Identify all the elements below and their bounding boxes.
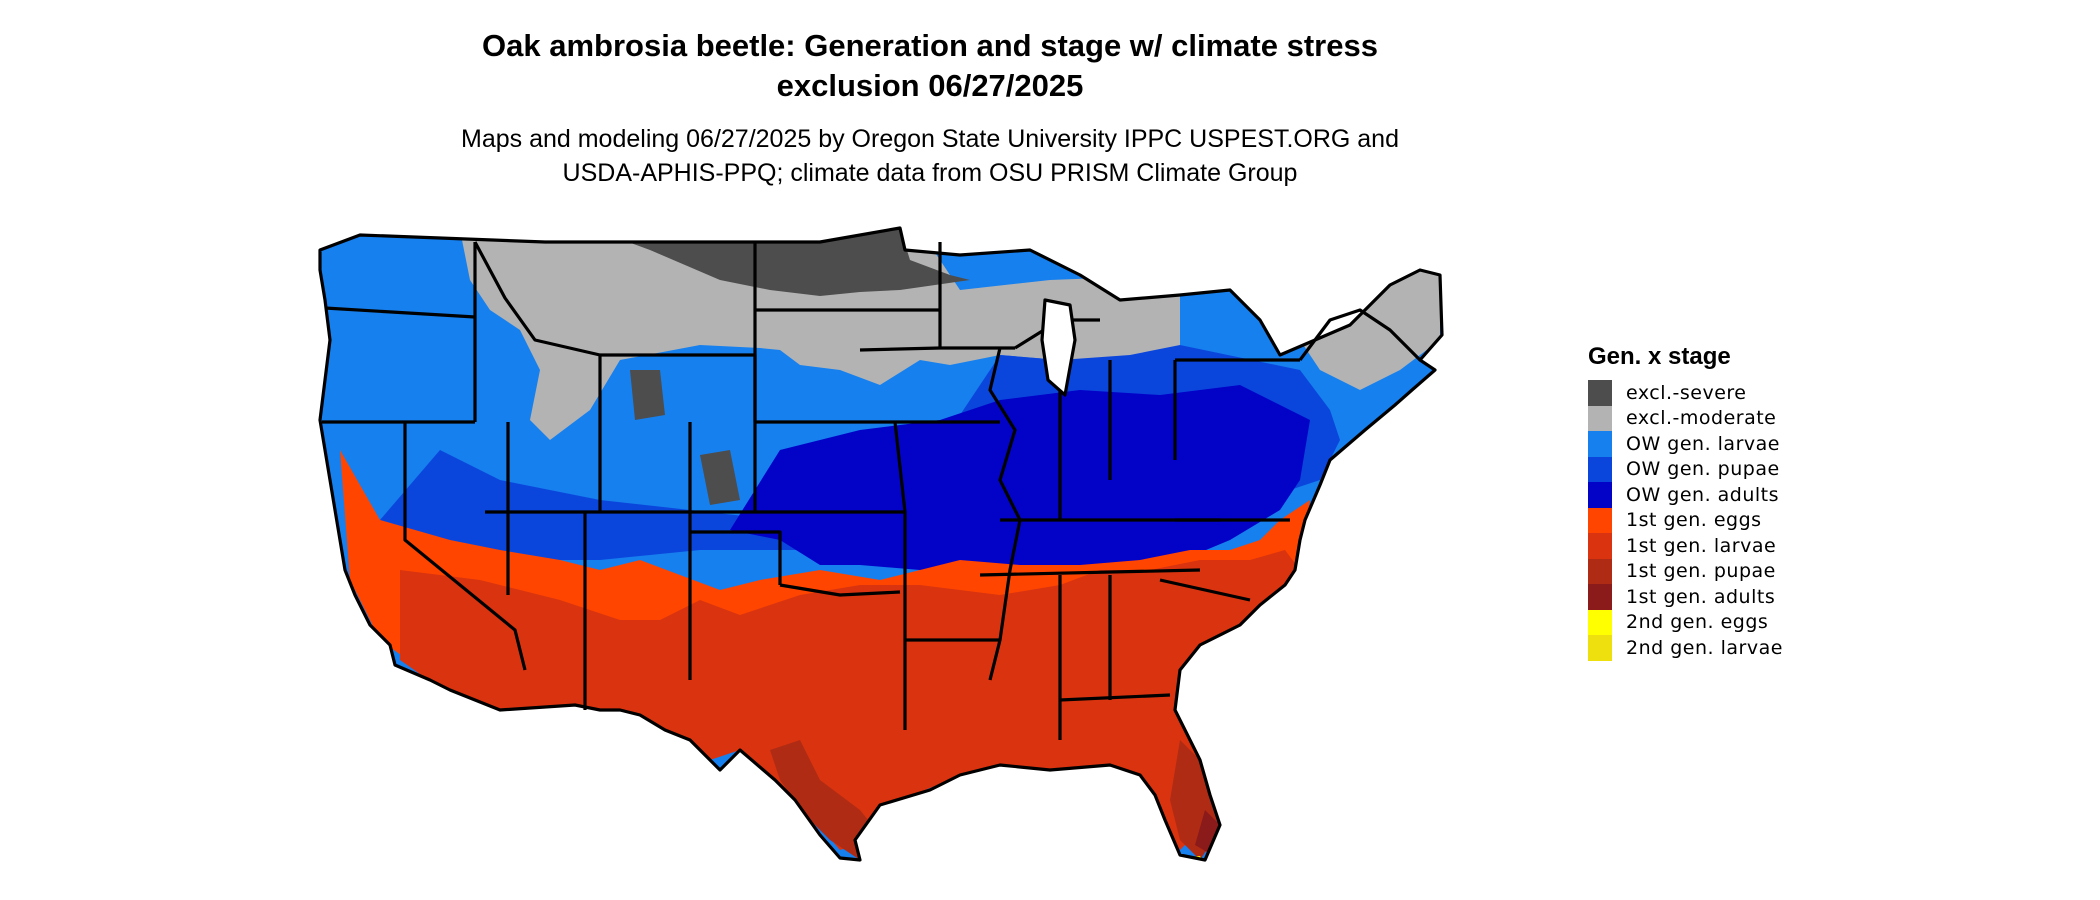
legend-label: 1st gen. eggs <box>1626 509 1762 532</box>
legend-swatch <box>1588 609 1612 635</box>
legend-item: OW gen. adults <box>1588 482 1848 508</box>
legend-label: OW gen. pupae <box>1626 458 1780 481</box>
new-england-lines <box>1298 308 1422 362</box>
nc-sc-line <box>1159 578 1251 602</box>
legend-items: excl.-severe excl.-moderate OW gen. larvae… <box>1588 380 1848 661</box>
legend-label: 2nd gen. eggs <box>1626 611 1769 634</box>
legend-label: excl.-severe <box>1626 381 1747 404</box>
legend-label: 1st gen. larvae <box>1626 534 1777 557</box>
legend-swatch <box>1588 380 1612 406</box>
wa-or-line <box>324 306 476 319</box>
legend-swatch <box>1588 482 1612 508</box>
legend-swatch <box>1588 635 1612 661</box>
ok-tx-red-river <box>779 583 901 597</box>
tn-al-line <box>979 568 1201 577</box>
legend-swatch <box>1588 507 1612 533</box>
legend-item: 1st gen. larvae <box>1588 533 1848 559</box>
ok-panhandle <box>690 530 782 585</box>
legend-item: OW gen. larvae <box>1588 431 1848 457</box>
legend-item: 1st gen. eggs <box>1588 507 1848 533</box>
legend-swatch <box>1588 533 1612 559</box>
legend-item: excl.-moderate <box>1588 405 1848 431</box>
legend-item: 2nd gen. larvae <box>1588 635 1848 661</box>
mississippi-river <box>988 347 1022 681</box>
state-boundaries <box>318 226 1444 862</box>
legend-item: 1st gen. pupae <box>1588 558 1848 584</box>
legend-item: OW gen. pupae <box>1588 456 1848 482</box>
ca-nv-diagonal <box>403 422 527 671</box>
us-outline <box>318 226 1444 862</box>
legend-title: Gen. x stage <box>1588 343 1731 370</box>
legend-swatch <box>1588 456 1612 482</box>
legend-label: 1st gen. adults <box>1626 585 1776 608</box>
ks-mo-line <box>893 421 907 595</box>
stage-regions <box>320 228 1442 860</box>
legend-item: excl.-severe <box>1588 380 1848 406</box>
region-excl-severe <box>590 228 970 296</box>
map-title-line-1: Oak ambrosia beetle: Generation and stag… <box>482 28 1378 63</box>
region-excl-moderate <box>460 230 1180 440</box>
legend-swatch <box>1588 405 1612 431</box>
us-map <box>318 226 1444 862</box>
sd-ne-line <box>753 355 895 424</box>
region-excl-severe-rockies <box>630 370 740 505</box>
legend: Gen. x stage excl.-severe excl.-moderate O… <box>1588 342 1848 661</box>
legend-label: excl.-moderate <box>1626 407 1777 430</box>
legend-label: OW gen. adults <box>1626 483 1780 506</box>
legend-label: OW gen. larvae <box>1626 432 1780 455</box>
map-subtitle-line-1: Maps and modeling 06/27/2025 by Oregon S… <box>461 125 1399 153</box>
legend-item: 1st gen. adults <box>1588 584 1848 610</box>
ga-fl-line <box>1059 693 1171 702</box>
legend-swatch <box>1588 558 1612 584</box>
legend-label: 2nd gen. larvae <box>1626 636 1783 659</box>
idaho-montana <box>473 241 602 422</box>
region-excl-moderate-northeast <box>1300 270 1440 390</box>
legend-item: 2nd gen. eggs <box>1588 609 1848 635</box>
region-ow-gen-adults <box>730 385 1310 580</box>
map-subtitle-line-2: USDA-APHIS-PPQ; climate data from OSU PR… <box>562 159 1298 187</box>
legend-swatch <box>1588 431 1612 457</box>
map-title-line-2: exclusion 06/27/2025 <box>776 68 1084 103</box>
legend-label: 1st gen. pupae <box>1626 560 1776 583</box>
lake-michigan <box>1040 298 1077 397</box>
legend-swatch <box>1588 584 1612 610</box>
